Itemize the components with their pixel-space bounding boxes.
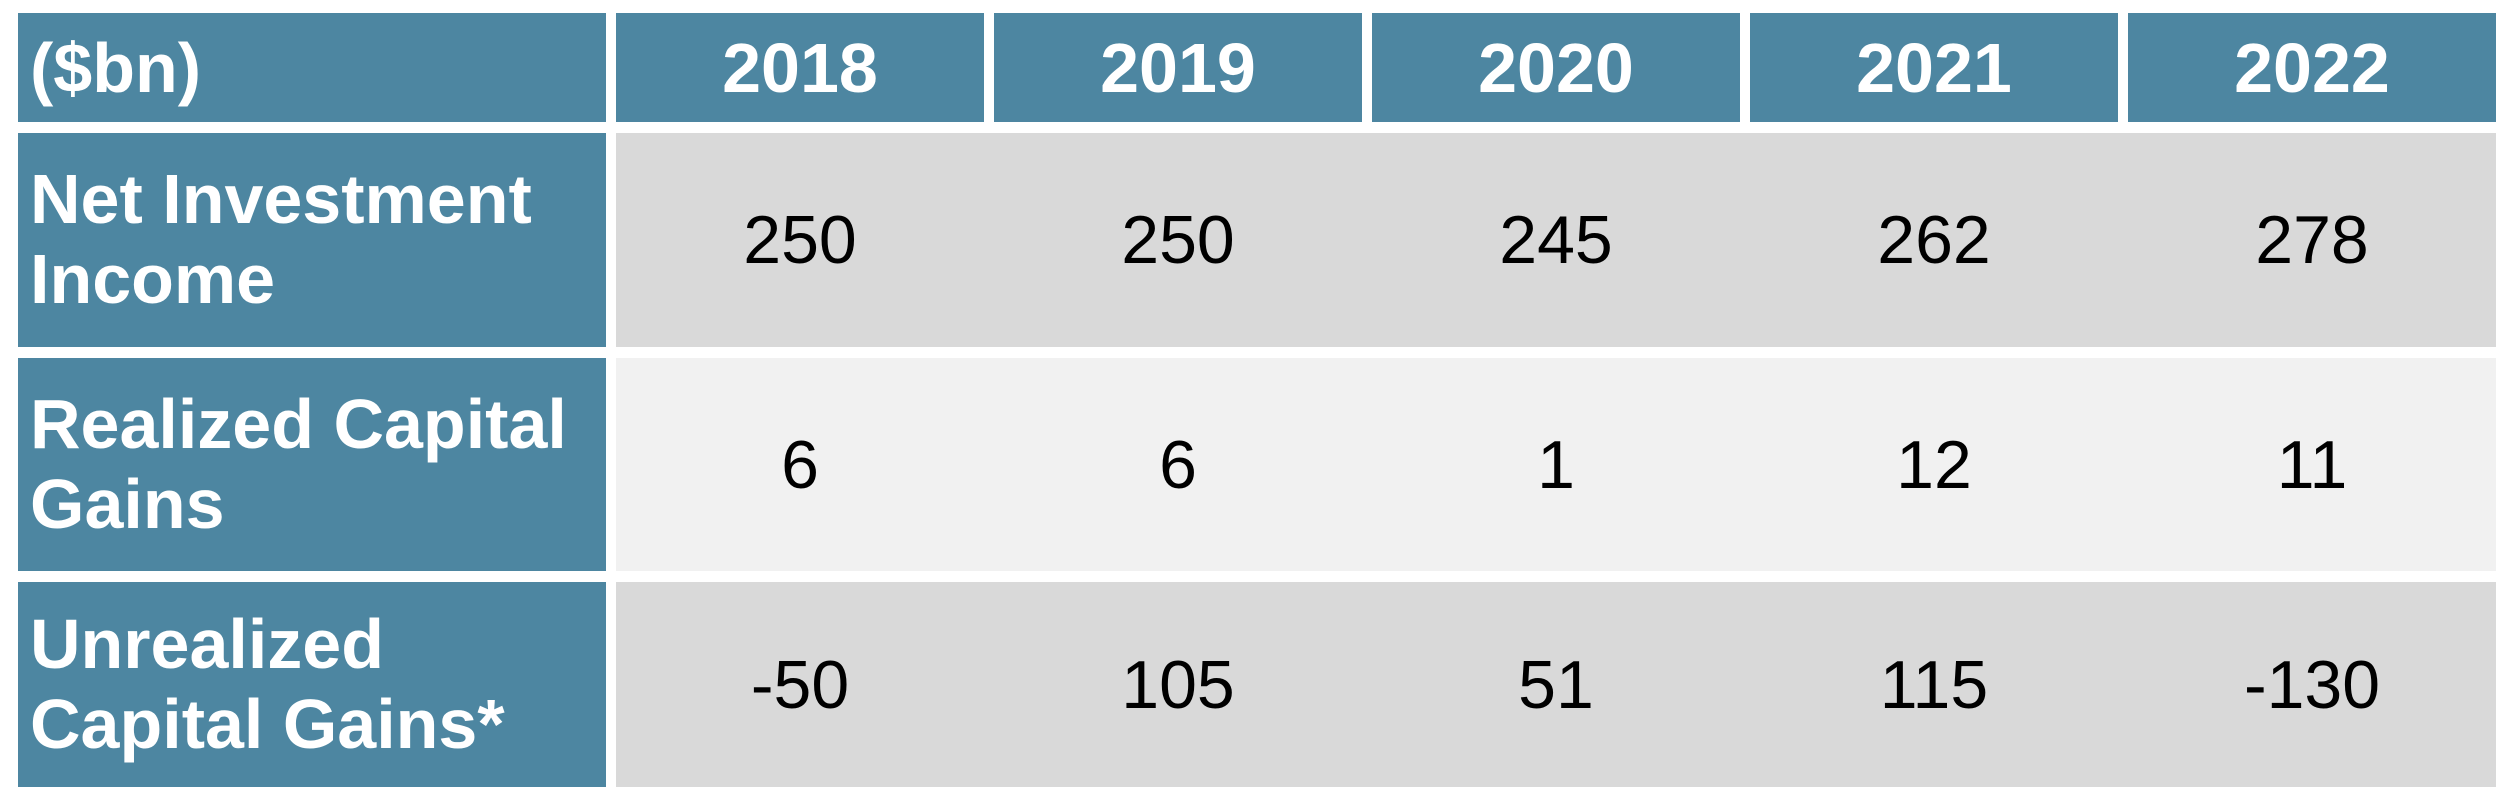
- row-label-realized-capital-gains: Realized Capital Gains: [18, 358, 606, 571]
- value-cell: 11: [2276, 426, 2348, 503]
- value-cell: 262: [1877, 202, 1991, 278]
- unit-header-cell: ($bn): [18, 13, 606, 122]
- financial-table: ($bn) 2018 2019 2020 2021 2022 Net Inves…: [18, 13, 2496, 787]
- value-cell: 278: [2255, 202, 2369, 278]
- row-label-net-investment-income: Net Investment Income: [18, 133, 606, 347]
- value-cell: -50: [750, 646, 850, 723]
- value-cell: 245: [1499, 202, 1613, 278]
- row-label-unrealized-capital-gains: Unrealized Capital Gains*: [18, 582, 606, 787]
- data-row-net-investment-income: 250 250 245 262 278: [616, 133, 2496, 347]
- year-header-2020: 2020: [1372, 13, 1740, 122]
- year-header-2018: 2018: [616, 13, 984, 122]
- year-header-2019: 2019: [994, 13, 1362, 122]
- value-cell: 6: [781, 426, 819, 503]
- value-cell: 1: [1537, 426, 1575, 503]
- data-row-realized-capital-gains: 6 6 1 12 11: [616, 358, 2496, 571]
- year-header-2021: 2021: [1750, 13, 2118, 122]
- value-cell: 250: [743, 202, 857, 278]
- value-cell: 250: [1121, 202, 1235, 278]
- data-row-unrealized-capital-gains: -50 105 51 115 -130: [616, 582, 2496, 787]
- value-cell: -130: [2243, 646, 2381, 723]
- value-cell: 115: [1879, 646, 1989, 723]
- value-cell: 6: [1159, 426, 1197, 503]
- year-header-2022: 2022: [2128, 13, 2496, 122]
- value-cell: 105: [1121, 646, 1235, 723]
- value-cell: 51: [1518, 646, 1594, 723]
- value-cell: 12: [1896, 426, 1972, 503]
